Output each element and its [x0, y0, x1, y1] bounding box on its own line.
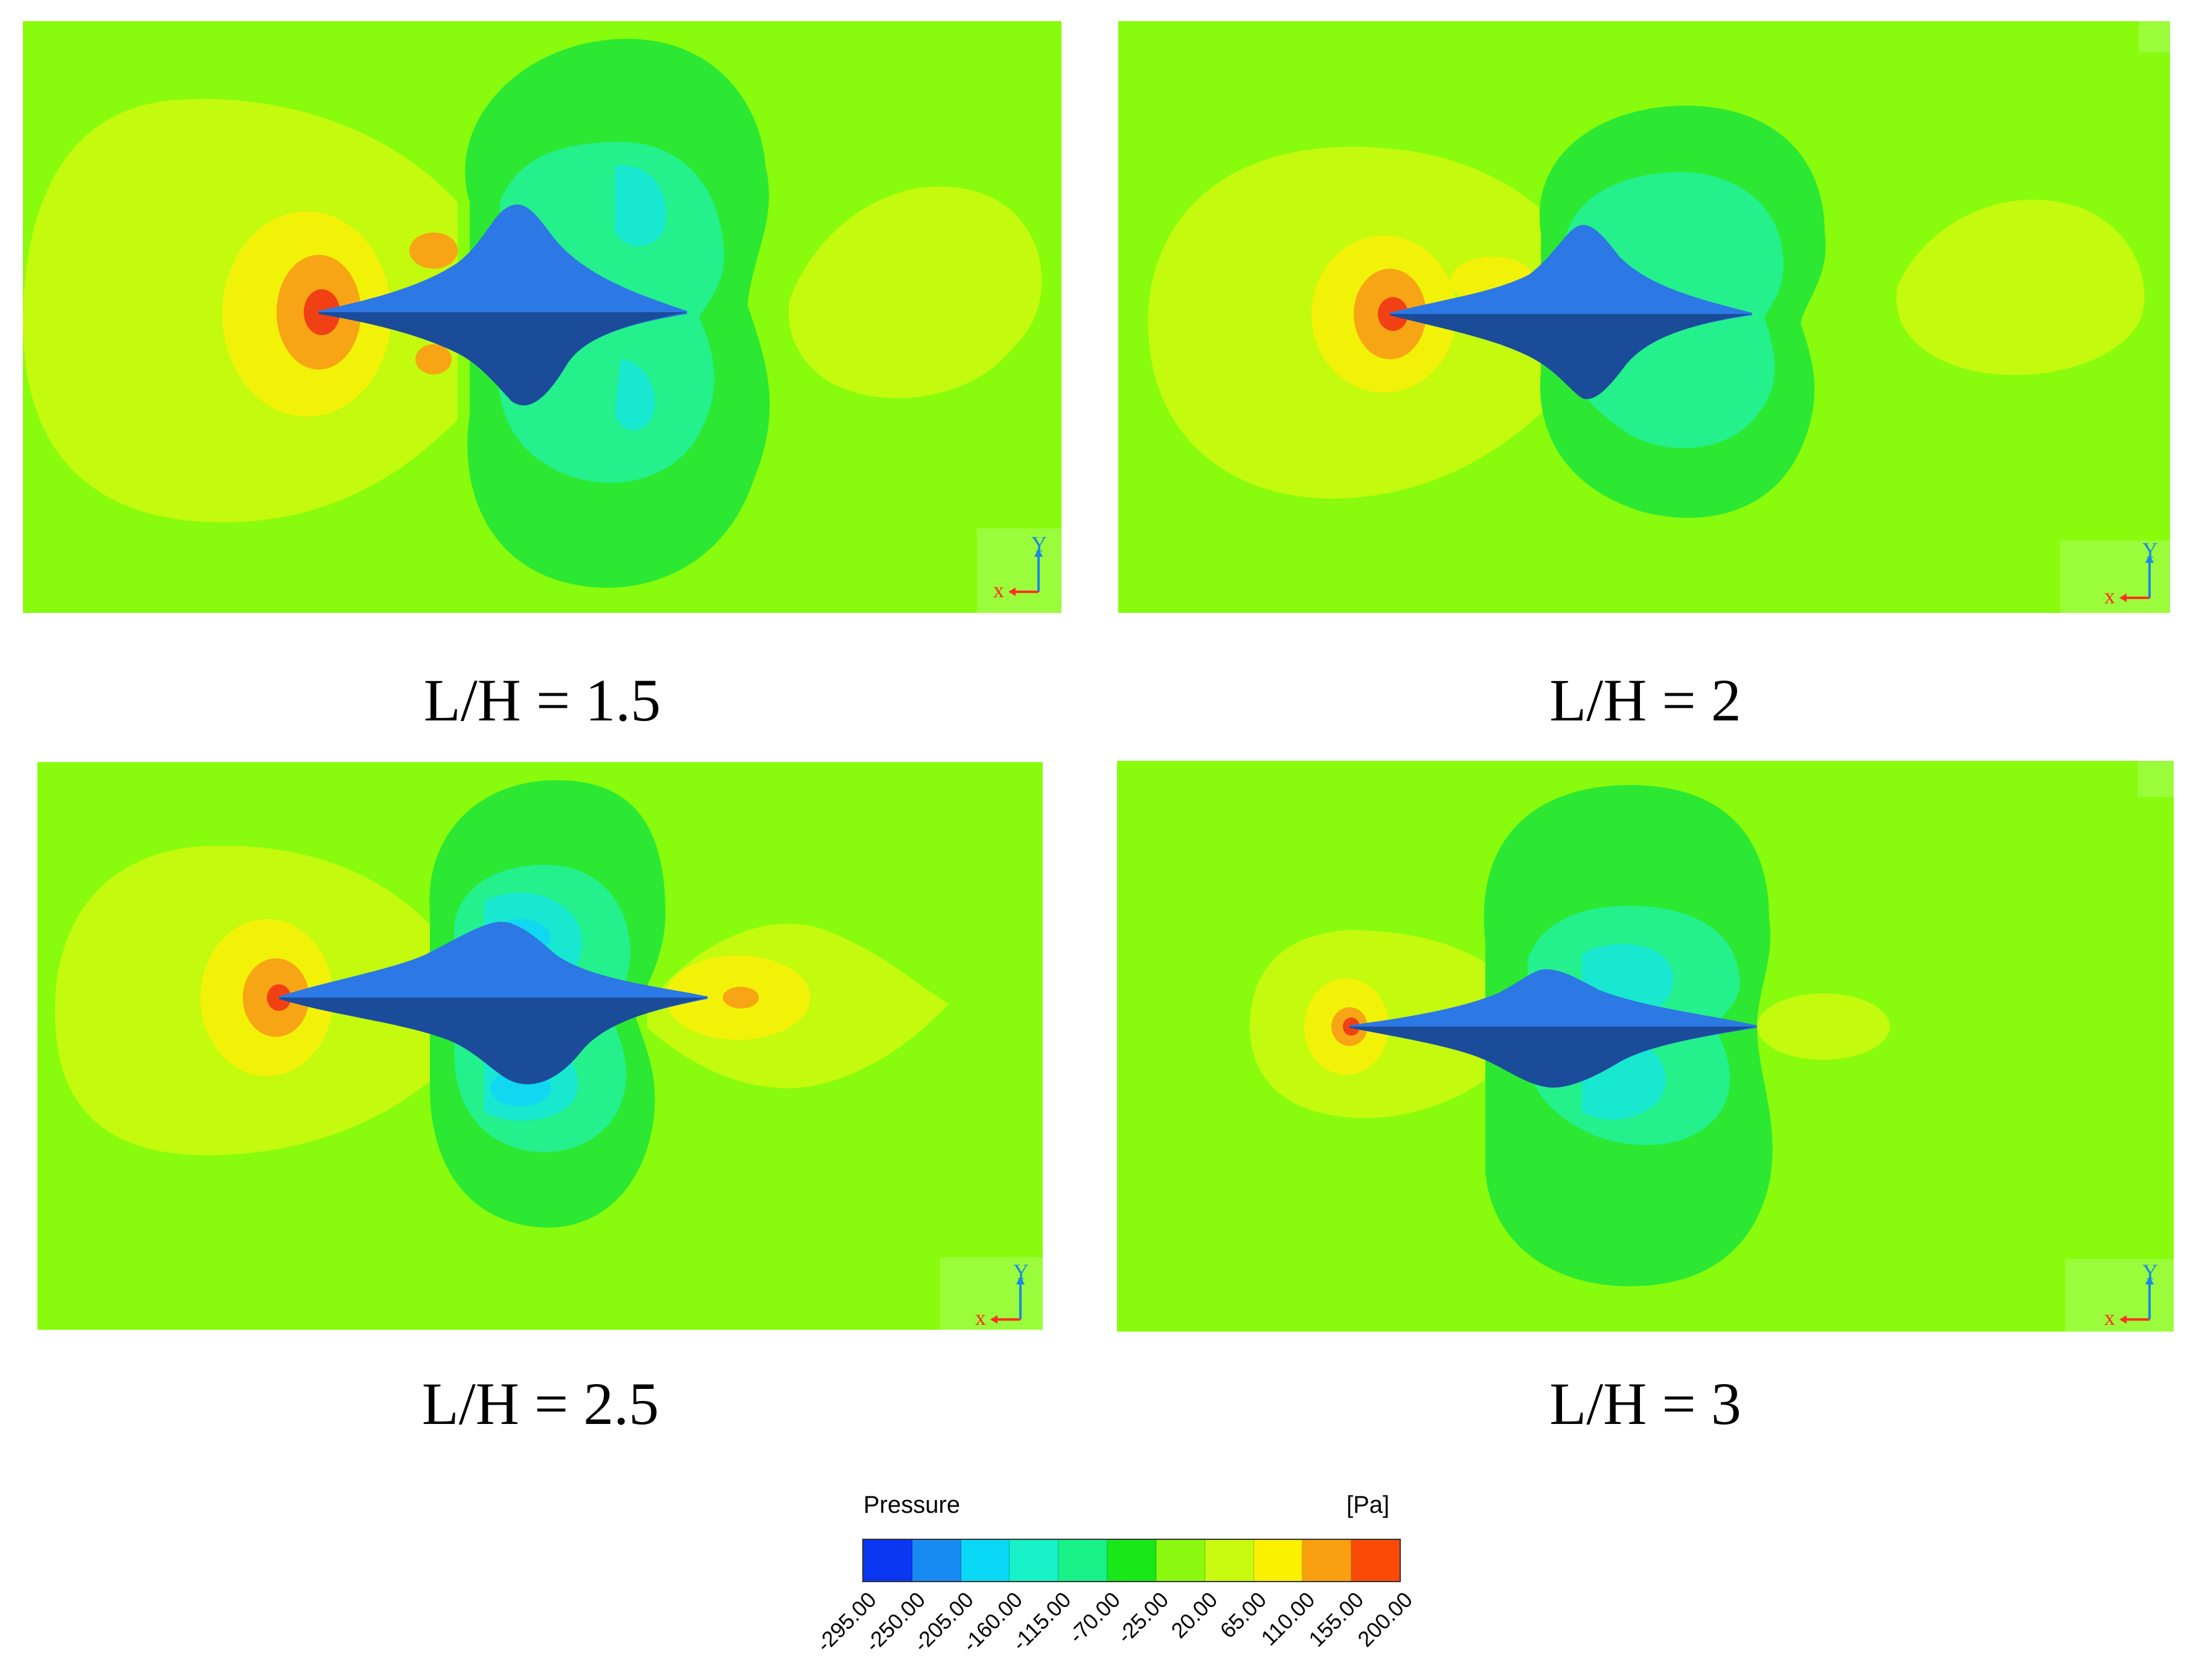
legend-unit: [Pa]: [1346, 1492, 1390, 1518]
axis-arrows-icon: [990, 1276, 1025, 1324]
colorbar-tick-label: -70.00: [1063, 1587, 1125, 1649]
pressure-contour-plot: [1117, 761, 2174, 1332]
panel-caption-lh-1-5: L/H = 1.5: [423, 667, 661, 734]
colorbar-swatch: [863, 1540, 912, 1581]
colorbar-tick-label: 200.00: [1353, 1587, 1417, 1652]
panel-caption-lh-2-5: L/H = 2.5: [421, 1370, 659, 1437]
colorbar-swatch: [1253, 1540, 1303, 1581]
axis-x-label: x: [2104, 1306, 2115, 1330]
axis-y-label: Y: [2142, 1260, 2158, 1284]
axis-arrows-icon: [1008, 548, 1043, 596]
panel-caption-lh-3: L/H = 3: [1549, 1370, 1741, 1437]
axis-triad-panel-3: Y x: [975, 1259, 1039, 1332]
axis-triad-panel-4: Y x: [2104, 1259, 2168, 1332]
colorbar-swatch: [1058, 1540, 1108, 1581]
colorbar-swatch: [1205, 1540, 1254, 1581]
colorbar-swatch: [1351, 1540, 1400, 1581]
colorbar-tick-label: -25.00: [1112, 1587, 1174, 1649]
axis-x-label: x: [2104, 584, 2115, 608]
axis-y-label: Y: [2142, 538, 2158, 562]
axis-triad-panel-1: Y x: [993, 531, 1057, 604]
pressure-colorbar: [862, 1539, 1401, 1582]
contour-panel-lh-2-5: [37, 762, 1043, 1330]
axis-x-label: x: [975, 1306, 986, 1330]
contour-panel-lh-1-5: [23, 21, 1061, 613]
colorbar-swatch: [961, 1540, 1010, 1581]
legend-title: Pressure: [863, 1492, 961, 1518]
axis-triad-panel-2: Y x: [2104, 537, 2168, 610]
contour-panel-lh-2: [1118, 21, 2170, 613]
pressure-contour-plot: [37, 762, 1043, 1330]
colorbar-tick-label: 20.00: [1166, 1587, 1223, 1643]
contour-panel-lh-3: [1117, 761, 2174, 1332]
axis-y-label: Y: [1031, 532, 1047, 556]
pressure-contour-plot: [1118, 21, 2170, 613]
colorbar-swatch: [1010, 1540, 1059, 1581]
axis-arrows-icon: [2119, 554, 2154, 602]
axis-arrows-icon: [2119, 1276, 2154, 1324]
colorbar-swatch: [1302, 1540, 1352, 1581]
pressure-contour-plot: [23, 21, 1061, 613]
colorbar-swatch: [1156, 1540, 1205, 1581]
colorbar-swatch: [912, 1540, 961, 1581]
axis-y-label: Y: [1013, 1260, 1029, 1284]
colorbar-swatch: [1107, 1540, 1156, 1581]
panel-caption-lh-2: L/H = 2: [1549, 667, 1741, 734]
axis-x-label: x: [993, 578, 1004, 602]
colorbar-tick-label: 155.00: [1304, 1587, 1369, 1652]
